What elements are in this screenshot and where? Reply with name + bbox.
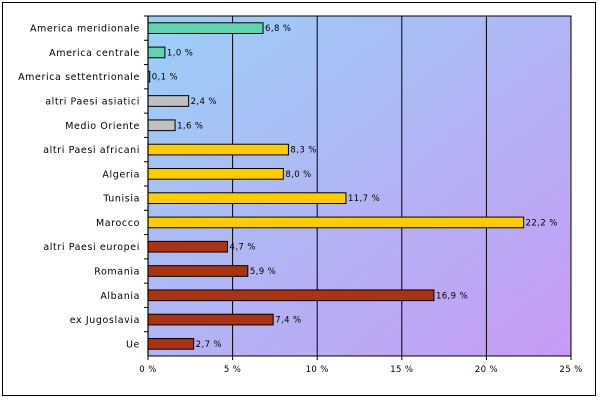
bar: [147, 289, 435, 302]
bar: [147, 216, 525, 229]
value-label: 1,6 %: [177, 121, 203, 131]
bar: [147, 119, 176, 132]
category-label: America centrale: [49, 48, 140, 59]
x-tick-label: 0 %: [139, 365, 156, 375]
value-label: 2,7 %: [196, 340, 222, 350]
bar: [147, 168, 284, 180]
x-tick-label: 15 %: [390, 365, 413, 375]
value-label: 16,9 %: [436, 291, 468, 301]
plot-area: [147, 15, 572, 357]
value-label: 4,7 %: [230, 243, 256, 253]
x-tick-label: 20 %: [475, 365, 498, 375]
category-label: Marocco: [96, 218, 140, 229]
category-label: Medio Oriente: [65, 121, 140, 132]
value-label: 1,0 %: [167, 48, 193, 58]
category-label: Tunisia: [102, 194, 140, 205]
category-label: ex Jugoslavia: [70, 315, 140, 326]
bar: [147, 313, 274, 326]
x-tick-label: 25 %: [559, 365, 582, 375]
value-label: 8,3 %: [290, 146, 316, 156]
category-labels: America meridionale America centrale Ameri…: [18, 24, 140, 351]
bar: [147, 338, 195, 350]
category-label: altri Paesi europei: [43, 242, 140, 253]
x-tick-label: 5 %: [224, 365, 241, 375]
category-label: Albania: [100, 291, 140, 302]
category-label: Ue: [126, 339, 140, 350]
bar-series: [147, 22, 525, 350]
value-label: 7,4 %: [275, 316, 301, 326]
bar: [147, 22, 264, 34]
x-tick-label: 10 %: [306, 365, 329, 375]
bar: [147, 240, 229, 253]
value-label: 2,4 %: [191, 97, 217, 107]
value-label: 22,2 %: [526, 218, 558, 228]
category-label: Romania: [94, 267, 140, 278]
bar: [147, 46, 166, 59]
category-label: Algeria: [102, 169, 140, 180]
category-label: America meridionale: [30, 24, 140, 35]
category-label: altri Paesi asiatici: [45, 97, 140, 108]
value-labels: 6,8 % 1,0 % 0,1 % 2,4 % 1,6 % 8,3 % 8,0 % 11,7 …: [152, 24, 558, 350]
bar: [147, 192, 347, 204]
value-label: 0,1 %: [152, 73, 178, 83]
category-label: altri Paesi africani: [43, 145, 140, 156]
x-axis: 0 % 5 % 10 % 15 % 20 % 25 %: [139, 15, 582, 375]
value-label: 6,8 %: [265, 24, 291, 34]
bar: [147, 143, 289, 156]
category-label: America settentrionale: [18, 72, 140, 83]
bar: [147, 95, 190, 107]
value-label: 11,7 %: [348, 194, 380, 204]
value-label: 5,9 %: [250, 267, 276, 277]
bar: [147, 265, 249, 277]
value-label: 8,0 %: [285, 170, 311, 180]
